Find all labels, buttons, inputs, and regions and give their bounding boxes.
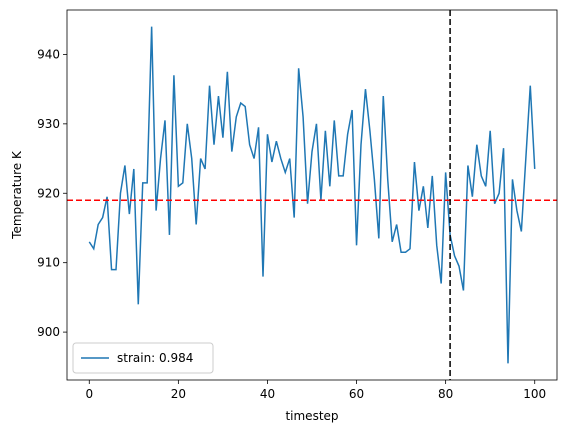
x-tick-label: 0 xyxy=(85,387,93,401)
plot-frame xyxy=(66,9,558,381)
x-axis-label: timestep xyxy=(285,409,338,423)
data-line xyxy=(88,26,536,364)
x-tick-label: 40 xyxy=(260,387,275,401)
x-tick-label: 20 xyxy=(171,387,186,401)
y-tick-label: 910 xyxy=(37,256,60,270)
y-tick-label: 900 xyxy=(37,325,60,339)
x-tick-label: 100 xyxy=(523,387,546,401)
x-tick-label: 60 xyxy=(349,387,364,401)
y-tick-label: 930 xyxy=(37,117,60,131)
x-tick-label: 80 xyxy=(438,387,453,401)
legend-box xyxy=(72,342,214,374)
y-tick-label: 920 xyxy=(37,186,60,200)
y-axis-label: Temperature K xyxy=(10,150,24,240)
y-tick-label: 940 xyxy=(37,47,60,61)
legend-label: strain: 0.984 xyxy=(117,351,193,365)
